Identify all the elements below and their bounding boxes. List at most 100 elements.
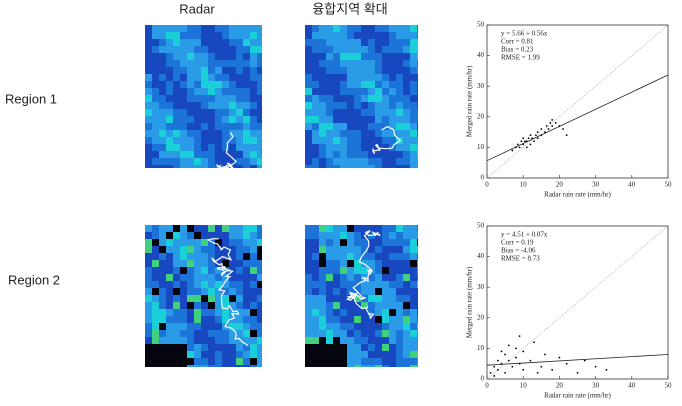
radar-pixel — [368, 358, 375, 365]
y-tick-label: 40 — [477, 51, 485, 59]
radar-pixel — [208, 330, 215, 337]
radar-pixel — [208, 53, 215, 60]
radar-pixel — [215, 288, 222, 295]
radar-pixel — [236, 274, 243, 281]
radar-pixel — [319, 330, 326, 337]
radar-pixel — [396, 74, 403, 81]
radar-pixel — [229, 253, 236, 260]
radar-pixel — [250, 95, 257, 102]
radar-pixel — [361, 302, 368, 309]
radar-pixel — [319, 225, 326, 232]
point — [536, 131, 539, 134]
radar-pixel — [361, 39, 368, 46]
radar-pixel — [305, 88, 312, 95]
stat-text: y = 4.51 + 0.07x — [501, 231, 548, 239]
radar-pixel — [333, 260, 340, 267]
radar-pixel — [201, 351, 208, 358]
radar-pixel — [389, 365, 396, 367]
radar-pixel — [222, 53, 229, 60]
radar-pixel — [382, 302, 389, 309]
radar-pixel — [410, 365, 417, 367]
radar-pixel — [208, 246, 215, 253]
radar-pixel — [403, 53, 410, 60]
radar-pixel — [229, 158, 236, 165]
radar-pixel — [354, 365, 361, 367]
radar-pixel — [382, 295, 389, 302]
radar-pixel — [326, 274, 333, 281]
radar-pixel — [152, 330, 159, 337]
radar-pixel — [194, 295, 201, 302]
radar-pixel — [340, 109, 347, 116]
radar-pixel — [180, 74, 187, 81]
radar-pixel — [236, 225, 243, 232]
radar-pixel — [222, 288, 229, 295]
point — [547, 128, 550, 130]
radar-pixel — [173, 302, 180, 309]
point — [493, 365, 496, 368]
radar-pixel — [389, 246, 396, 253]
radar-pixel — [375, 39, 382, 46]
radar-pixel — [166, 267, 173, 274]
radar-pixel — [222, 74, 229, 81]
radar-pixel — [312, 39, 319, 46]
radar-pixel — [382, 344, 389, 351]
boundary — [216, 132, 238, 169]
radar-pixel — [243, 123, 250, 130]
radar-pixel — [152, 253, 159, 260]
radar-pixel — [319, 67, 326, 74]
radar-pixel — [389, 309, 396, 316]
radar-pixel — [173, 39, 180, 46]
radar-pixel — [389, 46, 396, 53]
radar-pixel — [229, 365, 236, 367]
radar-pixel — [333, 344, 340, 351]
radar-pixel — [222, 253, 229, 260]
point — [511, 365, 514, 368]
radar-pixel — [222, 358, 229, 365]
radar-pixel — [417, 274, 418, 281]
radar-pixel — [354, 60, 361, 67]
radar-pixel — [215, 232, 222, 239]
radar-pixel — [340, 344, 347, 351]
radar-pixel — [187, 309, 194, 316]
point — [551, 368, 554, 371]
radar-pixel — [403, 25, 410, 32]
radar-pixel — [152, 337, 159, 344]
radar-pixel — [396, 109, 403, 116]
radar-pixel — [382, 253, 389, 260]
radar-pixel — [166, 274, 173, 281]
radar-pixel — [166, 225, 173, 232]
radar-pixel — [145, 344, 152, 351]
radar-pixel — [187, 130, 194, 137]
radar-pixel — [410, 274, 417, 281]
radar-pixel — [250, 281, 257, 288]
radar-pixel — [208, 95, 215, 102]
radar-pixel — [382, 330, 389, 337]
radar-pixel — [319, 309, 326, 316]
radar-pixel — [229, 288, 236, 295]
stat-text: RMSE = 8.73 — [501, 255, 540, 263]
radar-pixel — [396, 25, 403, 32]
radar-pixel — [410, 130, 417, 137]
radar-pixel — [145, 246, 152, 253]
radar-pixel — [403, 165, 410, 168]
radar-pixel — [368, 274, 375, 281]
y-tick-label: 40 — [477, 252, 485, 260]
radar-pixel — [326, 288, 333, 295]
radar-pixel — [354, 232, 361, 239]
radar-pixel — [208, 274, 215, 281]
radar-pixel — [375, 309, 382, 316]
point — [522, 137, 525, 140]
radar-pixel — [305, 46, 312, 53]
radar-pixel — [389, 274, 396, 281]
radar-pixel — [180, 88, 187, 95]
radar-pixel — [152, 225, 159, 232]
radar-pixel — [312, 53, 319, 60]
radar-pixel — [340, 246, 347, 253]
point — [516, 143, 519, 146]
radar-pixel — [187, 144, 194, 151]
radar-pixel — [368, 88, 375, 95]
radar-pixel — [194, 25, 201, 32]
radar-pixel — [201, 232, 208, 239]
radar-pixel — [396, 123, 403, 130]
radar-pixel — [389, 260, 396, 267]
